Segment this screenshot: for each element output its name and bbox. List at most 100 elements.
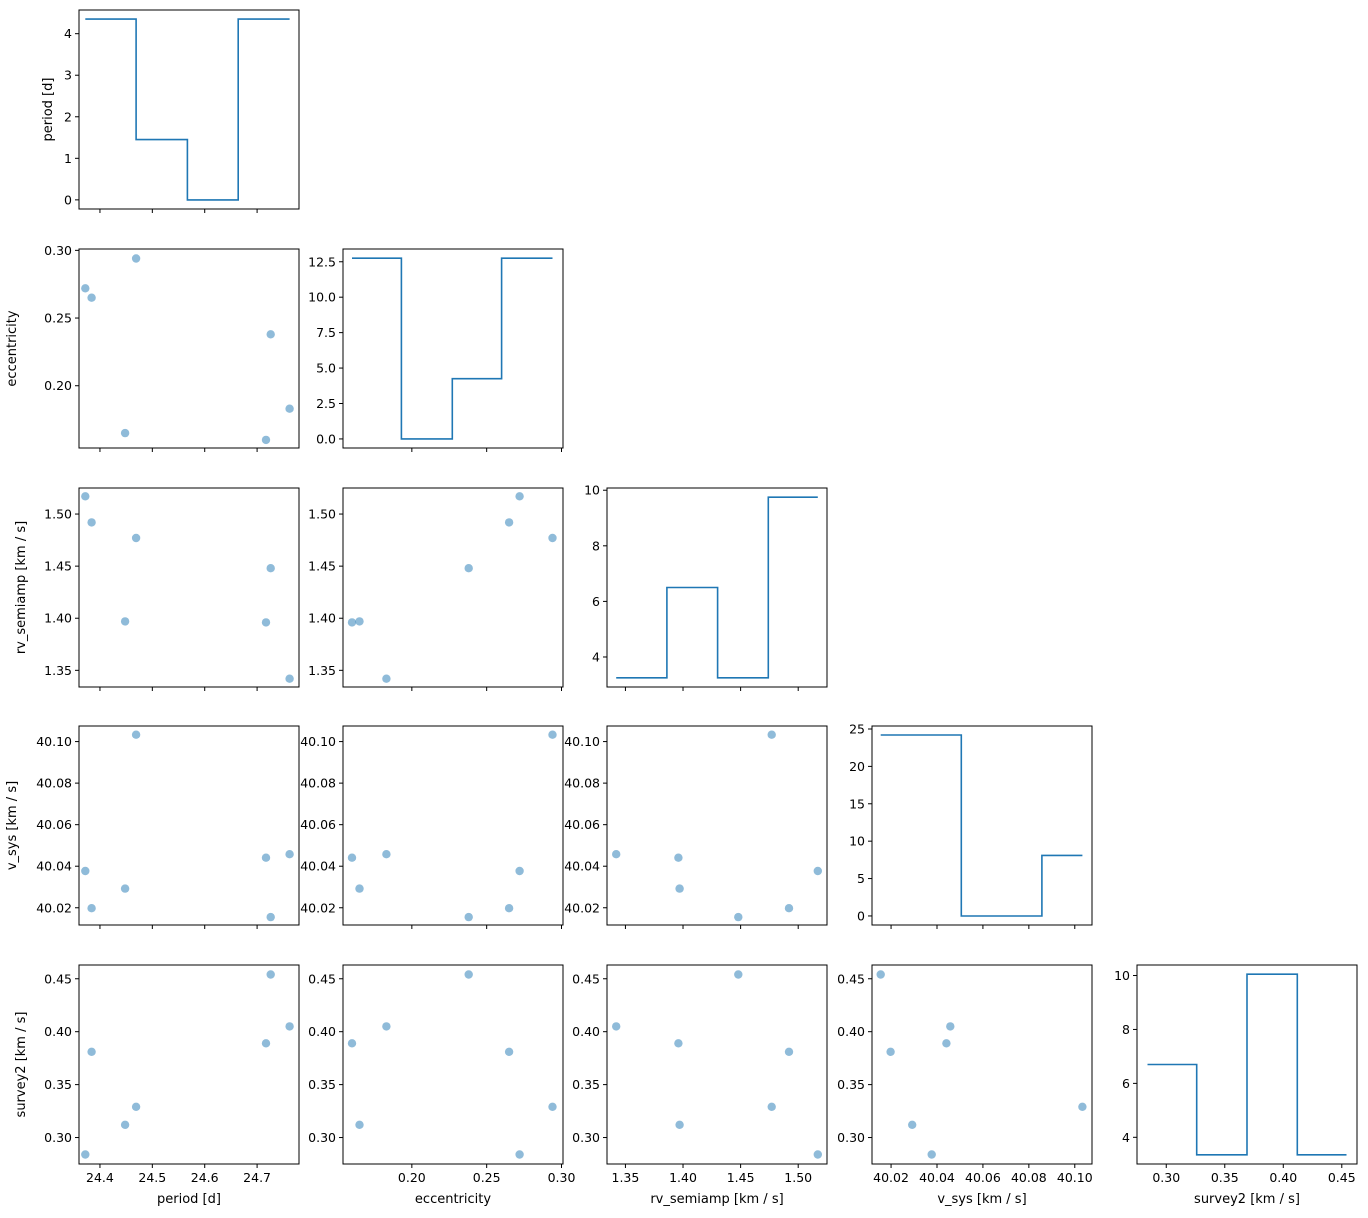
y-tick-label-4-3-2: 0.40 <box>837 1024 865 1039</box>
x-tick-label-3-2: 40.06 <box>965 1170 1001 1185</box>
x-tick-label-0-1: 24.5 <box>138 1170 166 1185</box>
hist-y-tick-label-2-2: 8 <box>592 538 600 553</box>
scatter-point-rv_semiamp-v_sys-4 <box>674 853 683 862</box>
y-tick-label-4-0-1: 0.35 <box>44 1077 72 1092</box>
scatter-point-rv_semiamp-v_sys-5 <box>734 912 743 922</box>
scatter-point-period-rv_semiamp-1 <box>87 518 96 527</box>
axes-frame-0-0 <box>78 9 300 210</box>
y-axis-label-4: survey2 [km / s] <box>14 1012 29 1118</box>
scatter-point-eccentricity-survey2-4 <box>347 1039 357 1048</box>
axes-frame-4-2 <box>606 964 828 1165</box>
hist-y-tick-label-4-1: 6 <box>1122 1076 1130 1091</box>
hist-y-tick-label-0-4: 4 <box>64 26 72 41</box>
hist-y-tick-label-1-5: 12.5 <box>308 254 336 269</box>
x-tick-label-2-1: 1.40 <box>669 1170 697 1185</box>
hist-y-tick-label-1-4: 10.0 <box>308 290 336 305</box>
scatter-point-period-v_sys-0 <box>81 866 90 876</box>
x-tick-label-4-2: 0.40 <box>1269 1170 1297 1185</box>
y-tick-label-3-2-1: 40.04 <box>564 859 600 874</box>
hist-y-tick-label-2-0: 4 <box>592 649 600 664</box>
y-tick-label-4-2-1: 0.35 <box>572 1077 600 1092</box>
scatter-point-period-rv_semiamp-0 <box>81 492 90 501</box>
hist-y-tick-label-1-0: 0.0 <box>316 431 336 446</box>
y-tick-label-4-2-3: 0.45 <box>572 971 600 986</box>
histogram-v_sys <box>880 734 1083 917</box>
axes-frame-4-1 <box>342 964 564 1165</box>
scatter-point-rv_semiamp-v_sys-6 <box>612 850 621 859</box>
scatter-point-v_sys-survey2-0 <box>927 1150 936 1159</box>
x-axis-label-1: eccentricity <box>415 1192 491 1207</box>
histogram-survey2 <box>1147 973 1347 1156</box>
y-tick-label-3-1-4: 40.10 <box>300 734 336 749</box>
y-tick-label-3-0-3: 40.08 <box>36 776 72 791</box>
x-tick-label-0-2: 24.6 <box>191 1170 219 1185</box>
scatter-point-eccentricity-v_sys-0 <box>515 866 524 876</box>
x-tick-label-3-4: 40.10 <box>1057 1170 1093 1185</box>
y-tick-label-3-1-1: 40.04 <box>300 859 336 874</box>
axes-frame-2-0 <box>78 487 300 688</box>
y-tick-label-4-3-3: 0.45 <box>837 971 865 986</box>
y-tick-label-3-2-3: 40.08 <box>564 776 600 791</box>
hist-y-tick-label-1-1: 2.5 <box>316 396 336 411</box>
y-tick-label-1-0-2: 0.30 <box>44 243 72 258</box>
y-tick-label-2-0-3: 1.50 <box>44 507 72 522</box>
scatter-point-rv_semiamp-survey2-1 <box>784 1047 794 1057</box>
hist-y-tick-label-3-4: 20 <box>849 759 865 774</box>
scatter-point-period-eccentricity-5 <box>266 330 275 339</box>
x-tick-label-3-0: 40.02 <box>873 1170 909 1185</box>
x-tick-label-1-1: 0.25 <box>473 1170 501 1185</box>
axes-frame-3-1 <box>342 725 564 926</box>
scatter-point-eccentricity-rv_semiamp-4 <box>347 618 357 627</box>
x-tick-label-3-1: 40.04 <box>919 1170 955 1185</box>
histogram-eccentricity <box>352 257 553 440</box>
scatter-point-period-eccentricity-2 <box>120 428 130 438</box>
x-tick-label-4-3: 0.45 <box>1328 1170 1356 1185</box>
y-tick-label-3-0-1: 40.04 <box>36 859 72 874</box>
hist-y-tick-label-0-2: 2 <box>64 109 72 124</box>
scatter-point-period-rv_semiamp-5 <box>266 564 275 573</box>
scatter-point-rv_semiamp-survey2-5 <box>734 970 743 979</box>
x-axis-label-3: v_sys [km / s] <box>937 1192 1026 1207</box>
axes-frame-4-0 <box>78 964 300 1165</box>
scatter-point-v_sys-survey2-6 <box>946 1022 955 1031</box>
scatter-point-v_sys-survey2-4 <box>942 1039 951 1048</box>
scatter-point-period-rv_semiamp-3 <box>131 533 141 543</box>
scatter-point-period-eccentricity-6 <box>285 404 294 413</box>
y-axis-label-1: eccentricity <box>5 310 20 386</box>
y-tick-label-1-0-0: 0.20 <box>44 378 72 393</box>
hist-y-tick-label-3-2: 10 <box>849 834 865 849</box>
scatter-point-v_sys-survey2-1 <box>886 1047 895 1057</box>
scatter-point-eccentricity-survey2-2 <box>355 1120 364 1130</box>
histogram-rv_semiamp <box>616 496 818 679</box>
y-tick-label-4-3-1: 0.35 <box>837 1077 865 1092</box>
axes-frame-3-2 <box>606 725 828 926</box>
hist-y-tick-label-2-1: 6 <box>592 594 600 609</box>
scatter-point-rv_semiamp-survey2-0 <box>813 1150 822 1159</box>
y-tick-label-3-2-4: 40.10 <box>564 734 600 749</box>
y-tick-label-3-2-2: 40.06 <box>564 817 600 832</box>
y-tick-label-3-1-3: 40.08 <box>300 776 336 791</box>
hist-y-tick-label-0-1: 1 <box>64 151 72 166</box>
scatter-point-period-survey2-1 <box>87 1047 96 1057</box>
y-tick-label-4-1-3: 0.45 <box>308 971 336 986</box>
hist-y-tick-label-3-5: 25 <box>849 721 865 736</box>
scatter-point-eccentricity-v_sys-4 <box>347 853 357 862</box>
x-tick-label-2-3: 1.50 <box>784 1170 812 1185</box>
y-tick-label-4-2-2: 0.40 <box>572 1024 600 1039</box>
scatter-point-period-rv_semiamp-6 <box>285 674 294 683</box>
scatter-point-v_sys-survey2-3 <box>1078 1102 1087 1112</box>
x-axis-label-4: survey2 [km / s] <box>1194 1192 1300 1207</box>
scatter-point-eccentricity-v_sys-6 <box>382 850 391 859</box>
scatter-point-period-v_sys-4 <box>261 853 271 862</box>
scatter-point-period-v_sys-2 <box>120 884 130 893</box>
scatter-point-rv_semiamp-survey2-6 <box>612 1022 621 1031</box>
y-tick-label-2-0-1: 1.40 <box>44 611 72 626</box>
scatter-point-period-survey2-0 <box>81 1150 90 1159</box>
scatter-point-period-survey2-6 <box>285 1022 294 1031</box>
hist-y-tick-label-4-0: 4 <box>1122 1130 1130 1145</box>
scatter-point-eccentricity-v_sys-3 <box>548 730 557 739</box>
y-tick-label-3-1-0: 40.02 <box>300 900 336 915</box>
y-axis-label-2: rv_semiamp [km / s] <box>14 521 29 654</box>
axes-frame-4-3 <box>871 964 1093 1165</box>
x-tick-label-2-0: 1.35 <box>612 1170 640 1185</box>
